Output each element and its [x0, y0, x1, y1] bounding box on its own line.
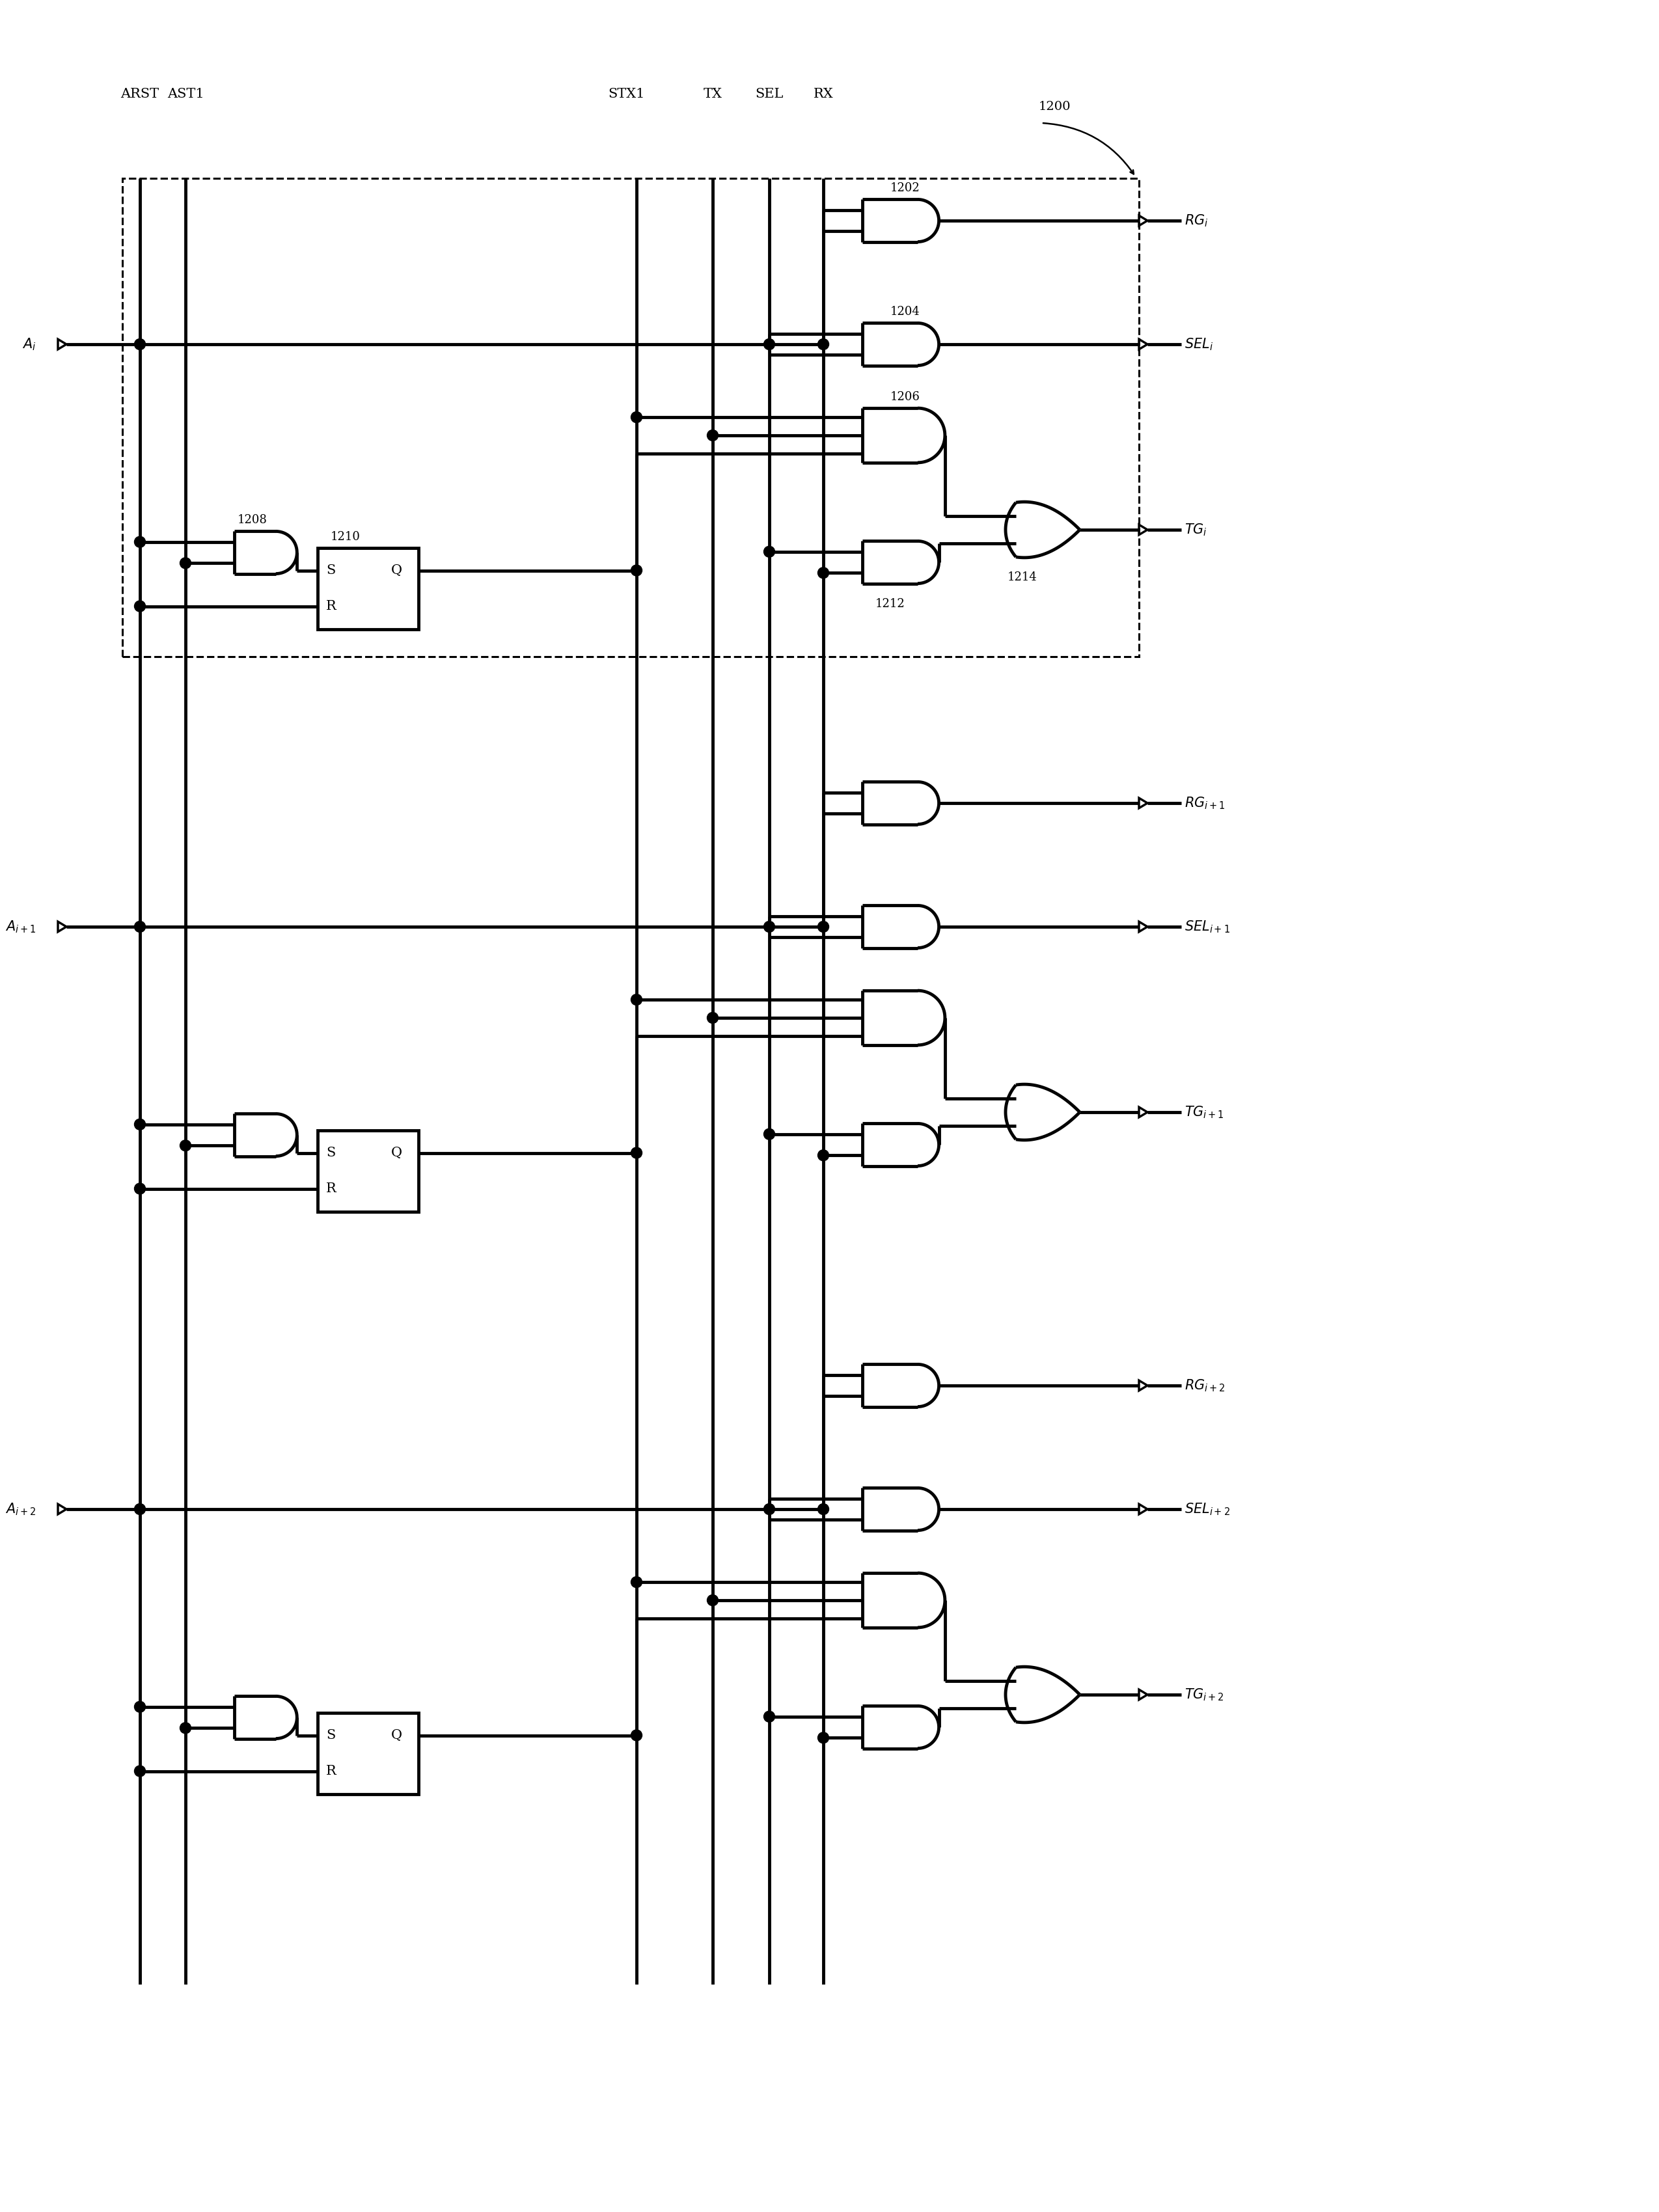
Text: 1214: 1214: [1007, 571, 1037, 584]
Text: $RG_{i+1}$: $RG_{i+1}$: [1185, 796, 1226, 812]
Circle shape: [134, 1701, 146, 1712]
Text: 1212: 1212: [876, 597, 904, 611]
Circle shape: [818, 338, 830, 349]
Text: $RG_{i}$: $RG_{i}$: [1185, 212, 1208, 228]
Text: $A_{i+2}$: $A_{i+2}$: [5, 1502, 36, 1517]
Circle shape: [630, 1730, 642, 1741]
Text: Q: Q: [392, 1730, 401, 1741]
Text: 1208: 1208: [237, 515, 267, 526]
Circle shape: [179, 1723, 191, 1734]
Circle shape: [707, 429, 718, 440]
Circle shape: [134, 338, 146, 349]
Text: $TG_{i}$: $TG_{i}$: [1185, 522, 1208, 538]
Circle shape: [763, 920, 775, 931]
Text: $A_{i+1}$: $A_{i+1}$: [5, 918, 36, 933]
Text: $SEL_{i+1}$: $SEL_{i+1}$: [1185, 918, 1229, 933]
Text: Q: Q: [392, 1146, 401, 1159]
Circle shape: [763, 1504, 775, 1515]
Circle shape: [707, 1013, 718, 1024]
Bar: [317, 1712, 418, 1794]
Text: Q: Q: [392, 564, 401, 577]
Text: $TG_{i+1}$: $TG_{i+1}$: [1185, 1104, 1224, 1119]
Text: S: S: [327, 1146, 335, 1159]
Text: SEL: SEL: [755, 88, 783, 100]
Circle shape: [763, 338, 775, 349]
Bar: [317, 1130, 418, 1212]
Text: $RG_{i+2}$: $RG_{i+2}$: [1185, 1378, 1226, 1394]
Text: STX1: STX1: [609, 88, 645, 100]
Circle shape: [134, 602, 146, 613]
Text: $TG_{i+2}$: $TG_{i+2}$: [1185, 1688, 1224, 1703]
Text: R: R: [327, 1183, 337, 1194]
Text: R: R: [327, 1765, 337, 1776]
Text: $SEL_{i+2}$: $SEL_{i+2}$: [1185, 1502, 1229, 1517]
Circle shape: [818, 1732, 830, 1743]
Text: $A_{i}$: $A_{i}$: [22, 336, 36, 352]
Circle shape: [818, 1150, 830, 1161]
Text: AST1: AST1: [168, 88, 204, 100]
Text: 1202: 1202: [889, 184, 919, 195]
Text: $SEL_{i}$: $SEL_{i}$: [1185, 336, 1213, 352]
Circle shape: [179, 557, 191, 568]
Circle shape: [630, 411, 642, 422]
Text: RX: RX: [813, 88, 833, 100]
Circle shape: [134, 1119, 146, 1130]
Bar: [123, 179, 1140, 657]
Circle shape: [630, 1577, 642, 1588]
Circle shape: [134, 1504, 146, 1515]
Text: 1204: 1204: [889, 305, 919, 319]
Circle shape: [763, 1712, 775, 1723]
Text: R: R: [327, 599, 337, 613]
Bar: [317, 549, 418, 628]
Text: 1206: 1206: [889, 392, 919, 403]
Circle shape: [763, 1128, 775, 1139]
Circle shape: [630, 1148, 642, 1159]
Circle shape: [630, 993, 642, 1004]
Circle shape: [707, 1595, 718, 1606]
Text: S: S: [327, 564, 335, 577]
Circle shape: [818, 566, 830, 577]
Text: ARST: ARST: [121, 88, 159, 100]
Circle shape: [134, 535, 146, 546]
Circle shape: [134, 920, 146, 931]
Circle shape: [179, 1139, 191, 1150]
Text: TX: TX: [703, 88, 722, 100]
Circle shape: [630, 564, 642, 575]
Circle shape: [134, 1183, 146, 1194]
Text: 1200: 1200: [1039, 102, 1070, 113]
Circle shape: [763, 546, 775, 557]
Circle shape: [818, 920, 830, 931]
Circle shape: [134, 1765, 146, 1776]
Text: 1210: 1210: [330, 531, 360, 542]
Text: S: S: [327, 1730, 335, 1741]
Circle shape: [818, 1504, 830, 1515]
